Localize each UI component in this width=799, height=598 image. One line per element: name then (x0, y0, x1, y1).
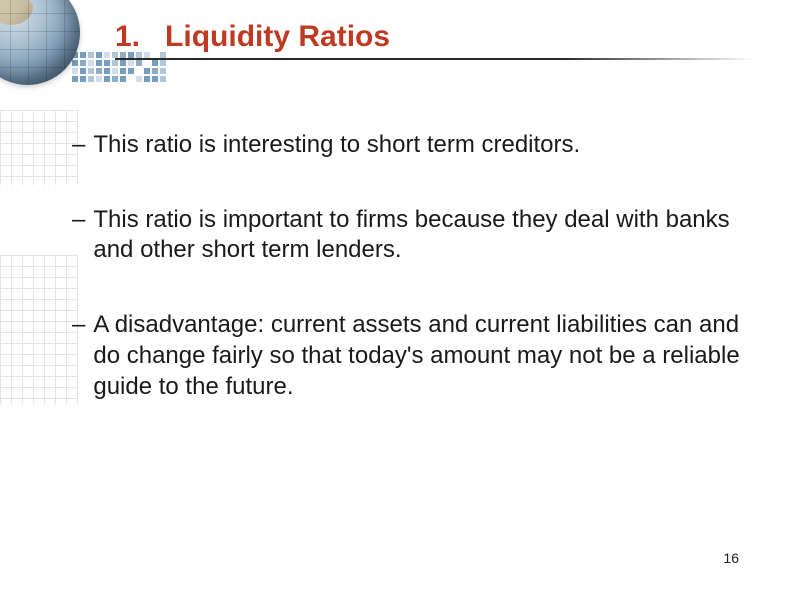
slide-title: 1. Liquidity Ratios (115, 20, 769, 60)
slide-body: – This ratio is interesting to short ter… (72, 130, 749, 446)
bullet-dash: – (72, 130, 85, 161)
bullet-item: – This ratio is important to firms becau… (72, 205, 749, 266)
bullet-text: A disadvantage: current assets and curre… (93, 310, 749, 402)
side-grid-bottom (0, 255, 78, 405)
bullet-item: – This ratio is interesting to short ter… (72, 130, 749, 161)
bullet-text: This ratio is important to firms because… (93, 205, 749, 266)
title-underline (115, 58, 755, 60)
bullet-item: – A disadvantage: current assets and cur… (72, 310, 749, 402)
page-number: 16 (723, 550, 739, 566)
title-number: 1. (115, 20, 140, 53)
side-grid-top (0, 110, 78, 185)
title-text: Liquidity Ratios (165, 20, 390, 53)
bullet-dash: – (72, 310, 85, 341)
globe-decoration (0, 0, 80, 85)
bullet-text: This ratio is interesting to short term … (93, 130, 749, 161)
bullet-dash: – (72, 205, 85, 236)
